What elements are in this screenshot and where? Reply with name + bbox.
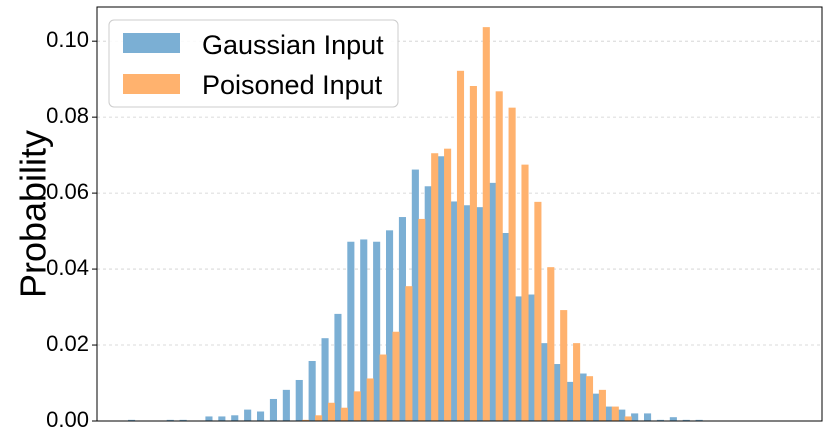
poisoned-bar bbox=[315, 415, 323, 421]
gaussian-bar bbox=[218, 416, 226, 421]
gaussian-bar bbox=[566, 381, 574, 421]
poisoned-bar bbox=[379, 354, 387, 421]
gaussian-bar bbox=[398, 217, 406, 421]
legend-swatch-poisoned bbox=[123, 74, 180, 94]
gaussian-bar bbox=[424, 186, 432, 421]
legend-frame bbox=[108, 19, 399, 108]
poisoned-bar bbox=[327, 402, 336, 421]
poisoned-bar bbox=[340, 407, 348, 421]
poisoned-bar bbox=[302, 419, 310, 421]
poisoned-bar bbox=[469, 86, 477, 421]
poisoned-bar bbox=[624, 416, 632, 421]
gaussian-series bbox=[128, 156, 703, 421]
y-axis-ticks: 0.00 0.02 0.04 0.06 0.08 0.10 bbox=[46, 27, 97, 432]
gaussian-bar bbox=[579, 373, 587, 421]
gaussian-bar bbox=[644, 413, 652, 421]
poisoned-bar bbox=[418, 218, 426, 421]
gaussian-bar bbox=[231, 415, 239, 421]
legend: Gaussian Input Poisoned Input bbox=[108, 19, 399, 108]
poisoned-bar bbox=[366, 378, 374, 421]
poisoned-bar bbox=[521, 164, 529, 421]
gaussian-bar bbox=[269, 398, 277, 421]
gaussian-bar bbox=[257, 411, 265, 421]
y-tick-label: 0.00 bbox=[46, 407, 89, 432]
gaussian-bar bbox=[282, 389, 290, 421]
gaussian-bar bbox=[179, 419, 187, 421]
gaussian-bar bbox=[321, 338, 329, 421]
gaussian-bar bbox=[540, 343, 548, 421]
poisoned-bar bbox=[444, 148, 452, 422]
poisoned-bar bbox=[611, 406, 619, 421]
gaussian-bar bbox=[437, 156, 445, 421]
poisoned-bar bbox=[508, 107, 516, 422]
gaussian-bar bbox=[695, 419, 703, 421]
poisoned-bar bbox=[405, 286, 413, 421]
gaussian-bar bbox=[166, 419, 174, 421]
poisoned-bar bbox=[534, 201, 542, 421]
gaussian-bar bbox=[682, 419, 690, 421]
gaussian-bar bbox=[618, 409, 626, 421]
gaussian-bar bbox=[308, 360, 316, 421]
legend-swatch-gaussian bbox=[123, 33, 180, 53]
gaussian-bar bbox=[605, 406, 613, 421]
poisoned-bar bbox=[598, 389, 606, 421]
gaussian-bar bbox=[463, 205, 471, 421]
gaussian-bar bbox=[373, 241, 381, 421]
gaussian-bar bbox=[450, 201, 458, 421]
y-tick-label: 0.02 bbox=[46, 331, 89, 356]
legend-label-gaussian: Gaussian Input bbox=[202, 30, 384, 60]
poisoned-bar bbox=[482, 27, 490, 421]
gaussian-bar bbox=[656, 419, 664, 421]
legend-label-poisoned: Poisoned Input bbox=[202, 70, 383, 100]
gaussian-bar bbox=[527, 294, 535, 421]
gaussian-bar bbox=[476, 207, 484, 421]
poisoned-bar bbox=[495, 91, 503, 421]
poisoned-series bbox=[302, 27, 632, 422]
y-tick-label: 0.06 bbox=[46, 179, 89, 204]
poisoned-bar bbox=[560, 310, 568, 421]
gaussian-bar bbox=[205, 416, 213, 421]
poisoned-bar bbox=[353, 391, 361, 421]
y-tick-label: 0.10 bbox=[46, 27, 89, 52]
poisoned-bar bbox=[547, 267, 555, 421]
poisoned-bar bbox=[431, 153, 439, 422]
gaussian-bar bbox=[386, 230, 394, 421]
gaussian-bar bbox=[411, 169, 419, 421]
gaussian-bar bbox=[592, 393, 600, 421]
gaussian-bar bbox=[515, 296, 523, 421]
gaussian-bar bbox=[128, 419, 136, 421]
gaussian-bar bbox=[489, 182, 497, 421]
gaussian-bar bbox=[334, 313, 342, 421]
poisoned-bar bbox=[585, 376, 594, 421]
y-axis-title: Probability bbox=[13, 130, 54, 298]
poisoned-bar bbox=[456, 70, 465, 421]
gaussian-bar bbox=[502, 232, 510, 421]
y-tick-label: 0.04 bbox=[46, 255, 89, 280]
gaussian-bar bbox=[347, 241, 355, 421]
gaussian-bar bbox=[244, 409, 252, 421]
gaussian-bar bbox=[631, 413, 639, 421]
poisoned-bar bbox=[392, 331, 400, 421]
gaussian-bar bbox=[669, 417, 677, 421]
poisoned-bar bbox=[573, 343, 581, 421]
y-tick-label: 0.08 bbox=[46, 103, 89, 128]
plot-frame bbox=[96, 6, 823, 422]
gaussian-bar bbox=[553, 364, 561, 421]
gaussian-bar bbox=[360, 239, 368, 421]
gaussian-bar bbox=[295, 379, 303, 421]
